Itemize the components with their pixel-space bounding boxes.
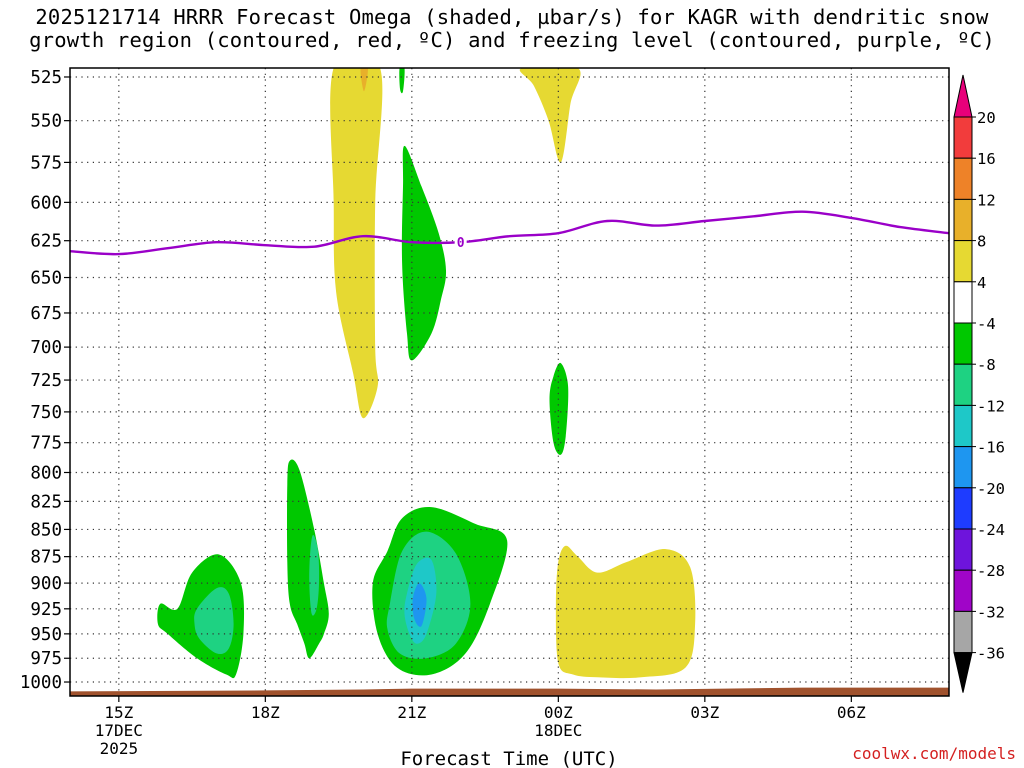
omega-region-moderate-rising-upper-1 — [360, 68, 368, 92]
omega-region-weak-rising-upper-1 — [330, 68, 383, 419]
omega-region-moderate-sinking-4 — [309, 534, 320, 616]
y-tick-label-575: 575 — [30, 153, 62, 173]
y-axis: 525 550 575 600 625 650 675 700 725 750 775 800 825 8… — [20, 68, 70, 693]
colorbar-label-13: -36 — [977, 645, 1005, 663]
freezing-level-label: 0 — [457, 236, 465, 251]
site-credit: coolwx.com/models — [852, 744, 1016, 763]
colorbar-segment-0 — [953, 116, 973, 159]
y-tick-label-925: 925 — [30, 600, 62, 620]
x-tick-label-15Z: 15Z — [104, 703, 133, 722]
omega-shading — [157, 68, 696, 679]
x-axis-label: Forecast Time (UTC) — [400, 748, 617, 768]
y-tick-label-750: 750 — [30, 403, 62, 423]
y-tick-label-975: 975 — [30, 649, 62, 669]
surface-terrain — [70, 687, 949, 696]
colorbar-label-0: 20 — [977, 109, 996, 127]
x-tick-label-03Z: 03Z — [690, 703, 719, 722]
plot-frame — [69, 67, 950, 697]
x-tick-label-06Z: 06Z — [837, 703, 866, 722]
x-tick-label-00Z: 00Z — [544, 703, 573, 722]
x-tick-date-15Z: 17DEC — [95, 721, 143, 740]
colorbar-segment-6 — [953, 363, 973, 406]
y-tick-label-800: 800 — [30, 463, 62, 483]
omega-region-weak-sinking-3 — [549, 362, 569, 455]
y-tick-label-775: 775 — [30, 434, 62, 454]
freezing-level-contour: 0 — [70, 210, 949, 256]
colorbar-segment-8 — [953, 446, 973, 489]
omega-region-very-strong-sinking-6 — [412, 583, 427, 627]
colorbar-label-8: -16 — [977, 439, 1005, 457]
colorbar-segment-12 — [953, 610, 973, 654]
y-tick-label-700: 700 — [30, 338, 62, 358]
chart-title: 2025121714 HRRR Forecast Omega (shaded, … — [0, 6, 1024, 52]
colorbar-segment-5 — [953, 322, 973, 365]
y-tick-label-550: 550 — [30, 112, 62, 132]
omega-region-weak-sinking-2 — [401, 145, 447, 361]
colorbar-segment-10 — [953, 528, 973, 571]
omega-region-weak-sinking-1 — [399, 68, 405, 94]
colorbar-segment-11 — [953, 569, 973, 612]
colorbar-label-3: 8 — [977, 233, 986, 251]
chart-title-line-2: growth region (contoured, red, ºC) and f… — [29, 28, 995, 52]
colorbar-segment-2 — [953, 198, 973, 242]
colorbar-label-2: 12 — [977, 191, 996, 209]
colorbar-segment-4 — [953, 281, 973, 324]
y-tick-label-825: 825 — [30, 492, 62, 512]
colorbar-segment-3 — [953, 240, 973, 283]
y-tick-label-850: 850 — [30, 520, 62, 540]
x-tick-label-18Z: 18Z — [251, 703, 280, 722]
colorbar-label-9: -20 — [977, 480, 1005, 498]
x-tick-label-21Z: 21Z — [397, 703, 426, 722]
colorbar-label-4: 4 — [977, 274, 986, 292]
omega-region-weak-sinking-4 — [287, 459, 329, 659]
y-tick-label-950: 950 — [30, 625, 62, 645]
y-tick-label-600: 600 — [30, 193, 62, 213]
omega-region-weak-rising-upper-2 — [519, 68, 581, 163]
colorbar-label-5: -4 — [977, 315, 996, 333]
surface-ground — [70, 687, 949, 696]
freezing-level-label-bg — [454, 234, 467, 250]
chart-title-line-1: 2025121714 HRRR Forecast Omega (shaded, … — [35, 5, 989, 29]
colorbar-label-7: -12 — [977, 397, 1005, 415]
colorbar-segment-7 — [953, 404, 973, 448]
omega-region-weak-rising-low-1 — [555, 545, 696, 679]
colorbar-bottom-arrow — [953, 652, 973, 693]
grid-lines — [70, 68, 949, 696]
colorbar-label-12: -32 — [977, 603, 1005, 621]
y-tick-label-675: 675 — [30, 304, 62, 324]
colorbar-segment-1 — [953, 157, 973, 200]
colorbar-label-6: -8 — [977, 356, 996, 374]
colorbar: 20 16 12 8 4 -4 -8 -12 -16 -20 -24 -28 -32 -36 — [953, 74, 1005, 693]
colorbar-top-arrow — [953, 74, 973, 118]
colorbar-label-1: 16 — [977, 150, 996, 168]
y-tick-label-725: 725 — [30, 371, 62, 391]
x-tick-date-00Z: 18DEC — [534, 721, 582, 740]
freezing-level-line — [70, 210, 949, 256]
y-tick-label-875: 875 — [30, 548, 62, 568]
colorbar-label-11: -28 — [977, 562, 1005, 580]
x-tick-year-15Z: 2025 — [100, 739, 139, 758]
y-tick-label-525: 525 — [30, 68, 62, 88]
omega-region-moderate-sinking-5 — [194, 587, 234, 655]
y-tick-label-1000: 1000 — [20, 673, 62, 693]
y-tick-label-650: 650 — [30, 269, 62, 289]
colorbar-segment-9 — [953, 487, 973, 530]
y-tick-label-900: 900 — [30, 574, 62, 594]
y-tick-label-625: 625 — [30, 232, 62, 252]
colorbar-label-10: -24 — [977, 521, 1005, 539]
